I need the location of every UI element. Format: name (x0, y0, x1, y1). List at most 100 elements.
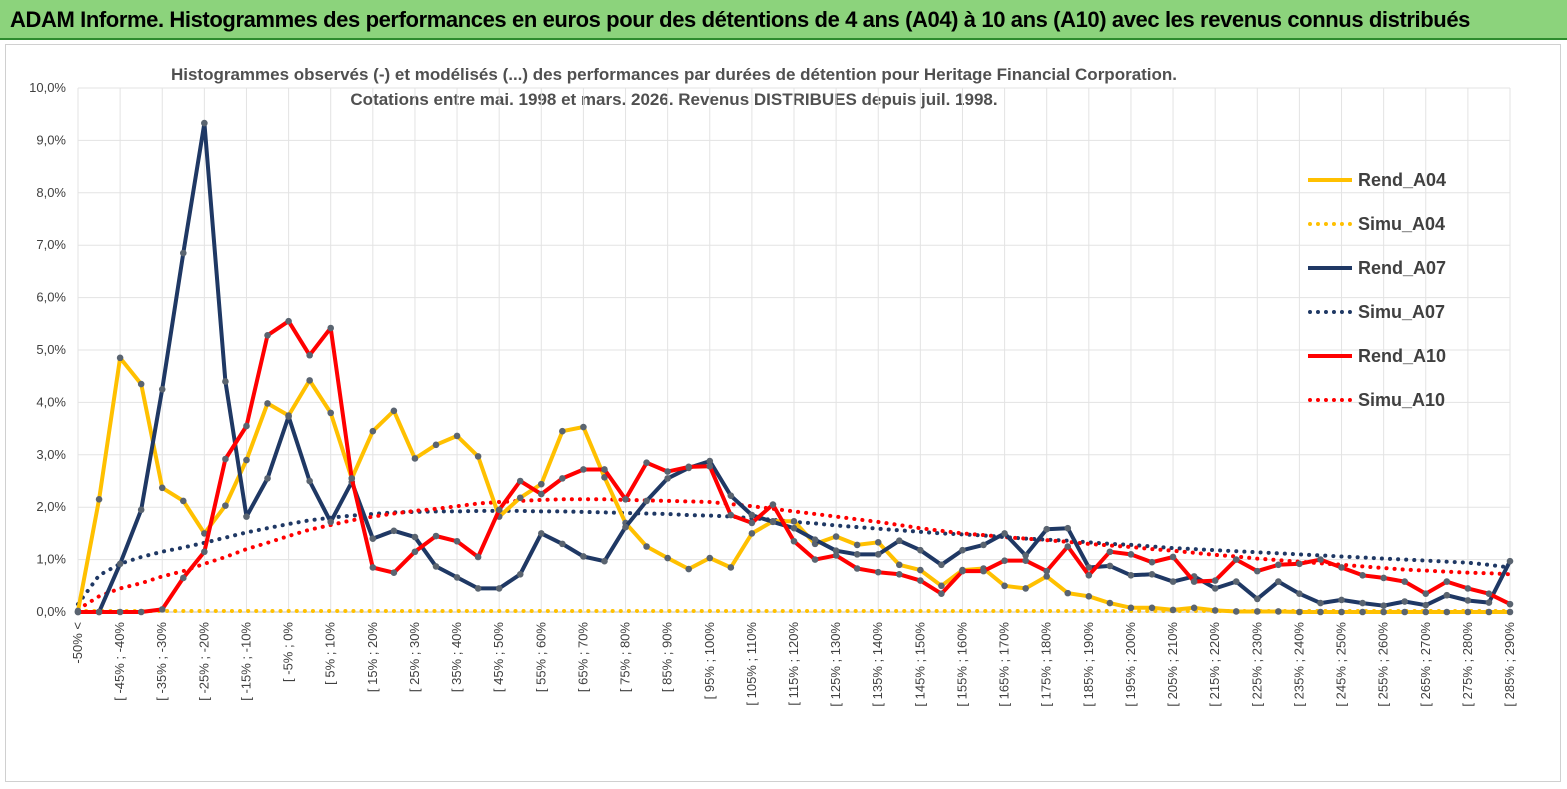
data-point-rend-a10 (369, 564, 377, 571)
data-point-rend-a04 (1359, 608, 1366, 616)
data-point-rend-a07 (1317, 599, 1324, 607)
data-point-rend-a10 (1380, 574, 1387, 582)
data-point-rend-a10 (727, 511, 735, 519)
y-tick-label: 10,0% (29, 80, 66, 95)
data-point-rend-a07 (243, 513, 250, 520)
y-tick-label: 7,0% (36, 237, 66, 252)
x-tick-label: [ 105% ; 110% (744, 622, 759, 706)
x-tick-label: [ -15% ; -10% (238, 622, 253, 701)
data-point-rend-a07 (201, 119, 208, 127)
data-point-rend-a04 (1338, 608, 1345, 616)
data-point-rend-a10 (116, 608, 124, 616)
data-point-rend-a04 (832, 533, 840, 540)
data-point-rend-a10 (1127, 551, 1135, 558)
x-tick-label: [ 145% ; 150% (912, 622, 927, 707)
data-point-rend-a04 (1148, 604, 1156, 612)
x-tick-label: [ -25% ; -20% (196, 622, 211, 701)
data-point-rend-a04 (790, 518, 798, 525)
data-point-rend-a10 (1106, 548, 1114, 556)
data-point-rend-a07 (137, 506, 145, 514)
data-point-rend-a07 (1359, 599, 1366, 607)
data-point-rend-a10 (1211, 577, 1219, 584)
data-point-rend-a07 (895, 537, 903, 545)
y-tick-label: 2,0% (36, 499, 66, 514)
data-point-rend-a07 (158, 386, 166, 393)
data-point-rend-a10 (643, 459, 650, 466)
data-point-rend-a10 (601, 466, 608, 473)
x-tick-label: [ -35% ; -30% (154, 622, 169, 701)
legend-item-rend-a07: Rend_A07 (1300, 246, 1500, 290)
chart-title-line: Cotations entre mai. 1998 et mars. 2026.… (350, 90, 997, 109)
x-tick-label: [ 135% ; 140% (870, 622, 885, 707)
x-tick-label: [ 15% ; 20% (365, 622, 380, 693)
data-point-rend-a04 (664, 554, 671, 562)
data-point-rend-a04 (1085, 592, 1093, 600)
data-point-rend-a10 (1275, 561, 1282, 569)
data-point-rend-a04 (1296, 608, 1303, 616)
chart-gridlines (77, 87, 1511, 613)
legend-label: Simu_A04 (1358, 213, 1446, 234)
data-point-rend-a10 (243, 422, 250, 430)
y-tick-label: 5,0% (36, 342, 66, 357)
data-point-rend-a07 (874, 551, 882, 558)
data-point-rend-a04 (264, 400, 271, 407)
y-tick-label: 8,0% (36, 185, 66, 200)
data-point-rend-a10 (137, 608, 145, 616)
data-point-rend-a04 (917, 566, 924, 574)
data-point-rend-a10 (390, 569, 398, 576)
data-point-rend-a04 (559, 427, 566, 435)
legend-swatch (1308, 398, 1352, 402)
data-point-rend-a10 (201, 548, 208, 556)
x-tick-label: [ 75% ; 80% (618, 622, 633, 693)
data-point-rend-a07 (1001, 530, 1008, 537)
data-point-rend-a07 (1380, 602, 1387, 610)
data-point-rend-a04 (137, 380, 145, 388)
data-point-rend-a04 (706, 554, 714, 562)
data-point-rend-a07 (706, 457, 714, 465)
data-point-rend-a07 (1506, 557, 1514, 565)
x-tick-label: [ 65% ; 70% (575, 622, 590, 693)
data-point-rend-a07 (769, 518, 777, 526)
data-point-rend-a10 (1401, 578, 1409, 585)
data-point-rend-a04 (938, 582, 945, 590)
data-point-rend-a07 (285, 413, 292, 420)
data-point-rend-a04 (1422, 608, 1430, 616)
data-point-rend-a04 (1380, 608, 1387, 616)
data-point-rend-a07 (643, 497, 650, 505)
data-point-rend-a10 (327, 324, 335, 332)
data-point-rend-a10 (1296, 560, 1303, 568)
data-point-rend-a07 (432, 563, 440, 570)
data-point-rend-a04 (327, 409, 335, 417)
data-point-rend-a10 (706, 463, 714, 470)
data-point-rend-a07 (664, 475, 671, 482)
data-point-rend-a07 (453, 574, 461, 581)
data-point-rend-a07 (264, 475, 271, 482)
data-point-rend-a04 (853, 541, 861, 549)
data-point-rend-a04 (474, 453, 482, 460)
data-point-rend-a10 (158, 606, 166, 613)
data-point-rend-a10 (1253, 567, 1261, 575)
data-point-rend-a10 (1022, 557, 1029, 564)
data-point-rend-a10 (432, 532, 440, 540)
data-point-rend-a04 (95, 496, 103, 503)
y-tick-label: 1,0% (36, 552, 66, 567)
data-point-rend-a04 (537, 480, 545, 488)
data-point-rend-a07 (1485, 599, 1493, 606)
y-tick-label: 0,0% (36, 604, 66, 619)
data-point-rend-a07 (495, 585, 503, 592)
data-point-rend-a04 (1485, 608, 1493, 616)
data-point-rend-a04 (243, 456, 250, 464)
x-tick-label: [ 45% ; 50% (491, 622, 506, 693)
data-point-rend-a04 (411, 455, 419, 462)
legend-label: Rend_A07 (1358, 257, 1447, 278)
data-point-rend-a07 (938, 561, 945, 569)
data-point-rend-a10 (895, 570, 903, 578)
x-tick-label: [ 285% ; 290% (1502, 622, 1517, 707)
data-point-rend-a10 (1443, 578, 1451, 585)
data-point-rend-a07 (1148, 570, 1156, 578)
data-point-rend-a10 (1422, 590, 1430, 597)
x-tick-label: [ 275% ; 280% (1460, 622, 1475, 707)
data-point-rend-a04 (201, 530, 208, 537)
data-point-rend-a07 (537, 530, 545, 537)
